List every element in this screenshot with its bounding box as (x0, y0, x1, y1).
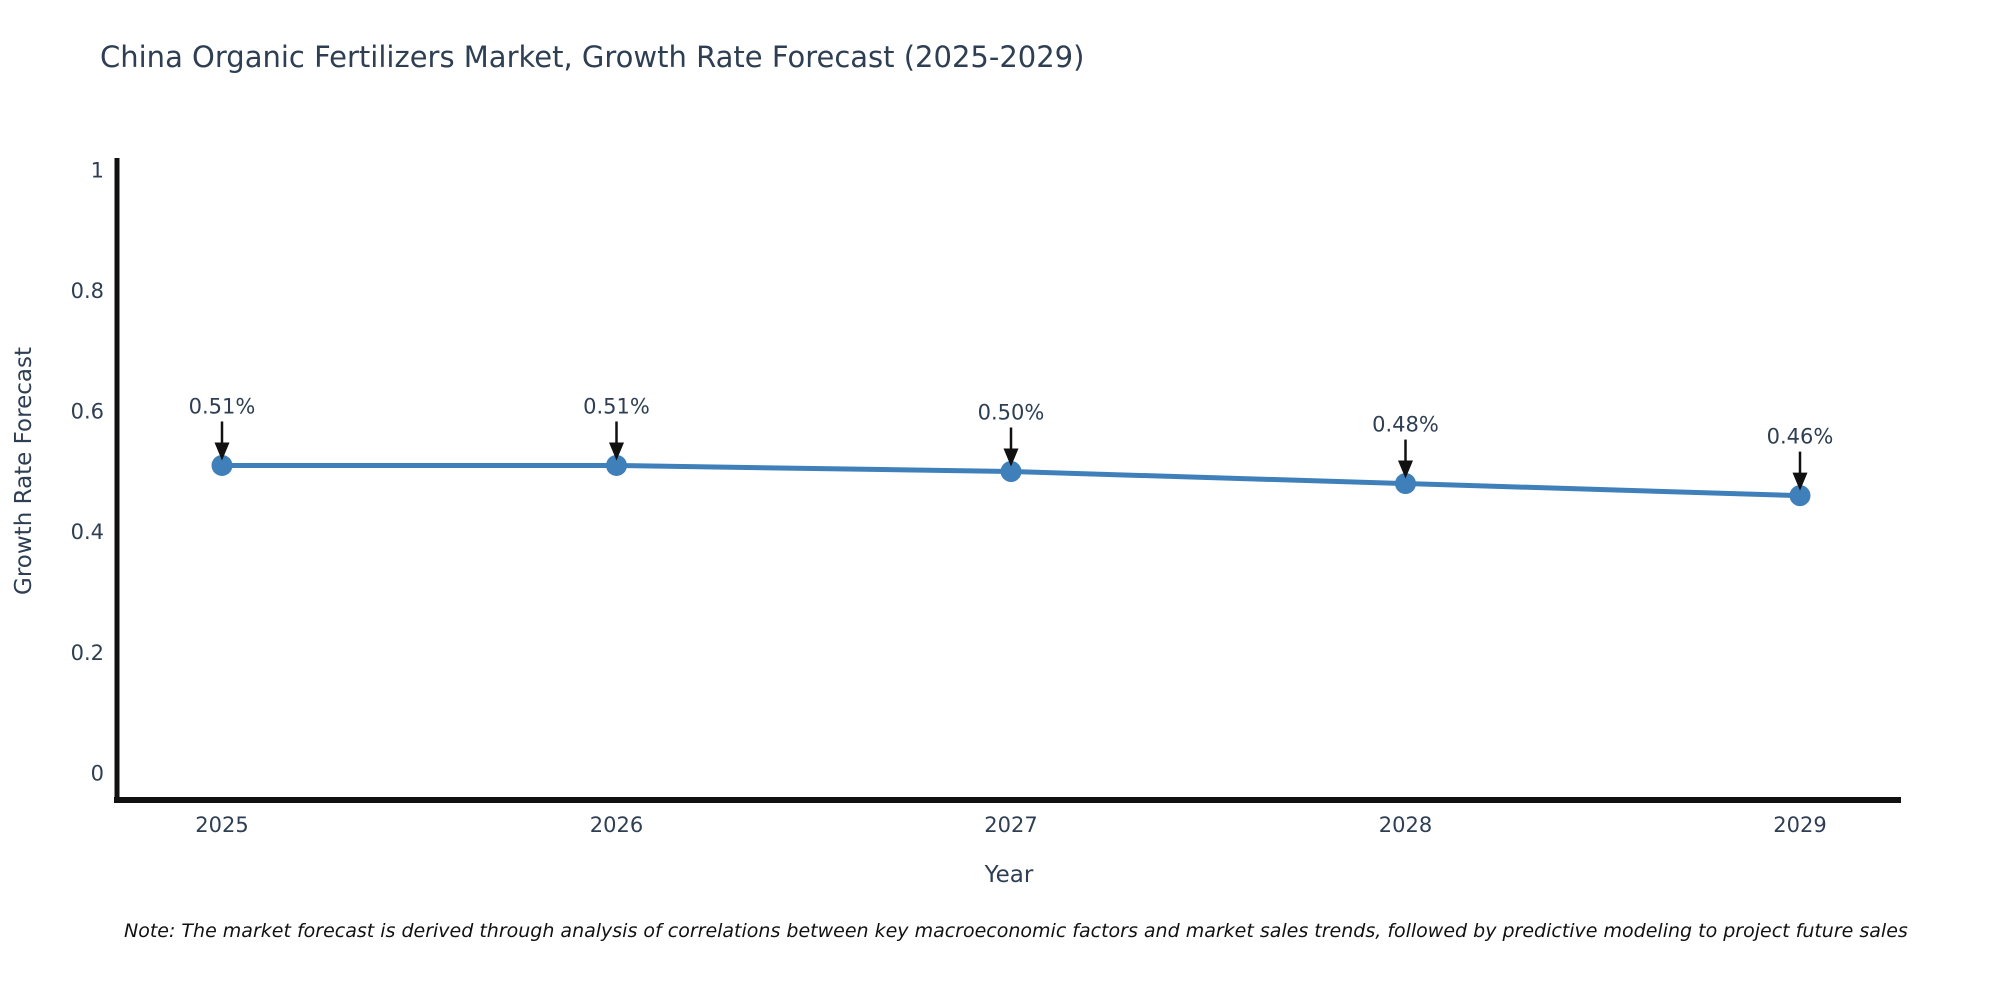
chart-title: China Organic Fertilizers Market, Growth… (100, 40, 1085, 74)
y-tick-label: 0.2 (71, 641, 104, 665)
data-point-label: 0.51% (583, 394, 650, 418)
y-tick-label: 0.8 (71, 279, 104, 303)
x-tick-label: 2028 (1379, 813, 1432, 837)
x-tick-label: 2026 (590, 813, 643, 837)
annotation-arrow-head (1003, 448, 1019, 467)
annotation-arrow-head (609, 442, 624, 461)
y-tick-label: 0.6 (71, 400, 104, 424)
data-point-marker (1000, 461, 1022, 482)
x-axis-title: Year (984, 862, 1034, 888)
data-point-marker (211, 454, 233, 476)
data-point-marker (606, 454, 627, 476)
x-tick-label: 2029 (1773, 813, 1826, 837)
y-tick-label: 1 (91, 158, 104, 182)
data-point-label: 0.50% (978, 401, 1045, 425)
x-tick-label: 2027 (984, 813, 1037, 837)
annotation-arrow-head (1398, 460, 1413, 479)
data-point-marker (1789, 485, 1811, 507)
y-tick-label: 0.4 (71, 520, 104, 544)
footnote: Note: The market forecast is derived thr… (124, 920, 1908, 942)
annotation-arrow-head (1792, 472, 1808, 491)
data-point-label: 0.48% (1372, 413, 1439, 437)
annotation-arrow-head (214, 442, 230, 461)
data-point-marker (1395, 473, 1416, 495)
x-tick-label: 2025 (195, 813, 248, 837)
y-tick-label: 0 (91, 761, 104, 785)
data-point-label: 0.46% (1767, 425, 1834, 449)
data-point-label: 0.51% (189, 394, 256, 418)
